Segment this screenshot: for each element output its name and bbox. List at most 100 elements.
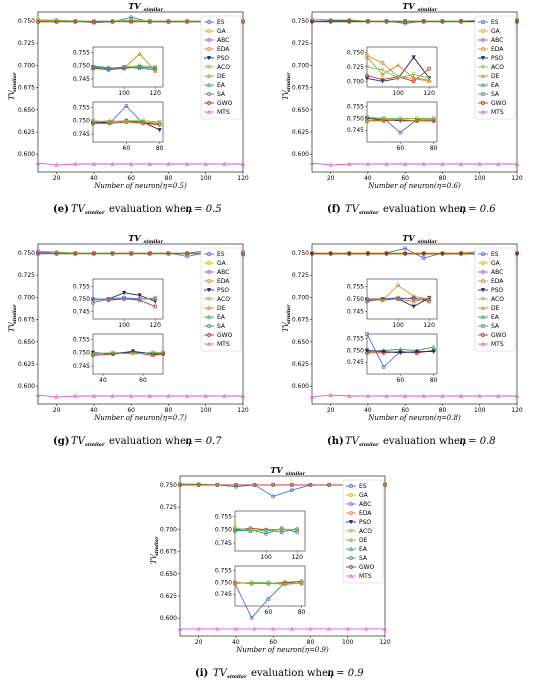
inset-x-tick-label: 80 [430, 145, 438, 152]
legend-label: ABC [217, 37, 229, 44]
data-point [215, 626, 220, 631]
caption-symbol-subscript: similar [85, 442, 105, 448]
data-point [110, 18, 115, 24]
x-tick-label: 40 [90, 407, 98, 414]
inset-plot: 0.745 0.750 0.755 100 120 [347, 278, 438, 329]
data-point [365, 251, 370, 256]
data-point [365, 299, 369, 304]
data-point [396, 63, 401, 68]
data-point [328, 19, 333, 24]
legend-label: GWO [491, 332, 507, 339]
data-point [398, 130, 403, 135]
data-point [206, 65, 212, 70]
data-point [481, 333, 485, 337]
legend-label: GWO [359, 564, 375, 571]
data-point [480, 305, 486, 310]
data-point [264, 529, 269, 534]
data-point [384, 161, 389, 166]
x-tick-label: 80 [165, 175, 173, 182]
legend-label: EA [359, 546, 368, 553]
legend-label: EDA [217, 46, 230, 53]
data-point [327, 626, 332, 631]
data-point [289, 482, 294, 487]
data-point [73, 250, 78, 256]
series-pso [364, 348, 436, 356]
legend-label: ES [359, 483, 367, 490]
x-axis-label: Number of neuron(η=0.9) [235, 646, 329, 654]
inset-x-tick-label: 120 [423, 322, 435, 329]
data-point [421, 256, 426, 261]
chart-title-subscript: similar [286, 471, 306, 477]
series-line [234, 582, 302, 585]
data-point [308, 626, 313, 631]
y-tick-label: 0.650 [18, 107, 35, 114]
data-point [480, 73, 486, 78]
data-point [403, 161, 408, 166]
data-point [459, 18, 464, 24]
x-tick-label: 120 [511, 175, 523, 182]
legend-box [474, 247, 516, 352]
data-point [249, 615, 254, 620]
y-tick-label: 0.625 [292, 361, 309, 368]
inset-y-tick-label: 0.750 [73, 350, 90, 357]
data-point [310, 251, 314, 256]
y-tick-label: 0.650 [18, 339, 35, 346]
data-point [185, 18, 190, 24]
data-point [327, 482, 332, 487]
data-point [249, 580, 254, 585]
y-tick-label: 0.725 [292, 272, 309, 279]
legend-label: PSO [217, 55, 229, 62]
data-point [240, 393, 246, 398]
caption-eta: η = 0.5 [185, 204, 222, 215]
data-point [348, 546, 354, 551]
x-tick-label: 120 [237, 175, 249, 182]
y-tick-label: 0.625 [18, 129, 35, 136]
data-point [345, 626, 350, 631]
chart-panel-h: TV similar0.6000.6250.6500.6750.7000.7250… [282, 233, 523, 448]
data-point [396, 296, 401, 301]
caption-eta: η = 0.6 [459, 204, 496, 215]
inset-x-tick-label: 100 [118, 322, 130, 329]
data-point [206, 82, 212, 87]
data-point [364, 296, 370, 301]
data-point [349, 484, 353, 488]
data-point [207, 279, 211, 283]
series-line [92, 352, 163, 355]
data-point [382, 626, 388, 631]
data-point [91, 18, 96, 24]
data-point [157, 120, 162, 125]
inset-x-tick-label: 100 [118, 90, 130, 97]
data-point [481, 38, 485, 42]
data-point [73, 393, 78, 398]
data-point [178, 482, 182, 487]
data-point [481, 47, 485, 51]
caption-letter: (i) [195, 668, 208, 679]
data-point [414, 116, 420, 121]
data-point [480, 297, 486, 302]
data-point [252, 626, 257, 631]
legend-label: DE [217, 305, 226, 312]
data-point [431, 117, 436, 122]
y-tick-label: 0.750 [292, 18, 309, 25]
data-point [477, 393, 482, 398]
data-point [480, 341, 486, 346]
series-aco [90, 118, 162, 125]
data-point [196, 482, 201, 487]
data-point [137, 293, 142, 298]
data-point [157, 128, 162, 133]
data-point [380, 67, 385, 73]
inset-x-tick-label: 100 [392, 90, 404, 97]
chart-panel-g: TV similar0.6000.6250.6500.6750.7000.7250… [8, 233, 249, 448]
data-point [185, 161, 190, 166]
data-point [266, 580, 271, 585]
series-mts [309, 392, 520, 399]
chart-title: TV [128, 233, 141, 243]
data-point [403, 19, 408, 24]
y-axis-label: TV [150, 553, 158, 564]
x-tick-label: 120 [511, 407, 523, 414]
inset-plot: 0.745 0.750 0.755 60 80 [215, 565, 306, 620]
data-point [349, 502, 353, 506]
legend-label: ACO [491, 296, 504, 303]
data-point [215, 482, 220, 487]
